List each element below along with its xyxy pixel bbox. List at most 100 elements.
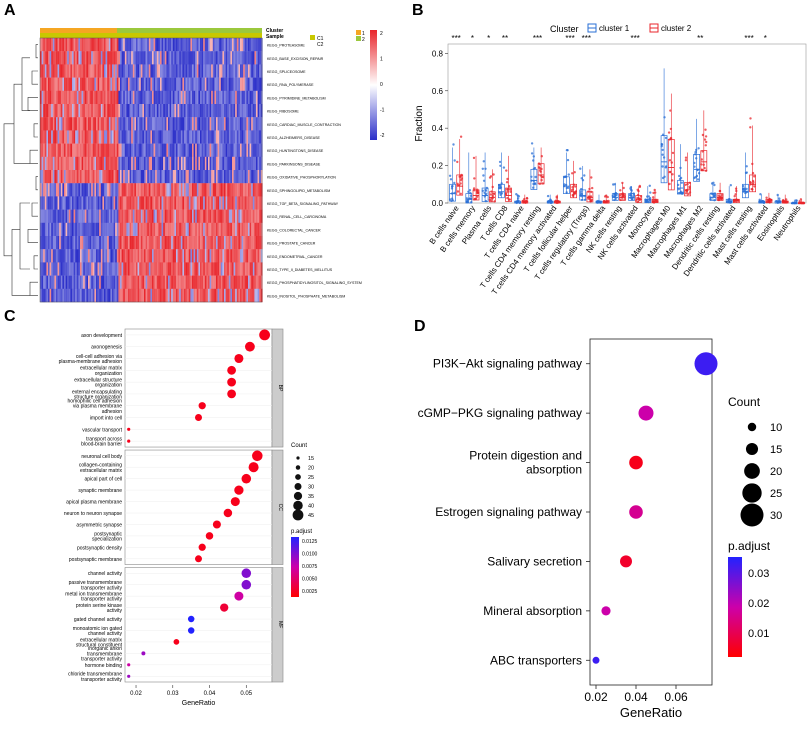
heatmap-cell bbox=[174, 183, 177, 197]
data-point bbox=[456, 160, 459, 164]
heatmap-cell bbox=[44, 288, 47, 303]
heatmap-cell bbox=[256, 38, 258, 52]
heatmap-cell bbox=[129, 222, 132, 237]
heatmap-cell bbox=[92, 51, 95, 65]
x-tick-label: 0.04 bbox=[624, 690, 648, 704]
heatmap-cell bbox=[54, 51, 57, 65]
heatmap-cell bbox=[104, 51, 106, 65]
heatmap-cell bbox=[236, 104, 239, 118]
heatmap-cell bbox=[222, 262, 225, 276]
heatmap-cell bbox=[161, 130, 164, 144]
data-point bbox=[540, 178, 543, 182]
heatmap-cell bbox=[100, 130, 103, 144]
heatmap-cell bbox=[99, 130, 101, 144]
heatmap-cell bbox=[187, 64, 189, 78]
heatmap-cell bbox=[185, 156, 188, 171]
heatmap-cell bbox=[156, 236, 159, 250]
heatmap-cell bbox=[225, 130, 228, 144]
heatmap-cell bbox=[160, 170, 162, 184]
data-point bbox=[687, 192, 690, 196]
heatmap-cell bbox=[252, 104, 255, 118]
heatmap-cell bbox=[137, 196, 140, 210]
y-tick-label: 0.0 bbox=[432, 199, 444, 208]
heatmap-cell bbox=[254, 262, 257, 276]
heatmap-cell bbox=[80, 104, 82, 118]
heatmap-cell bbox=[171, 104, 173, 118]
heatmap-cell bbox=[235, 117, 237, 131]
heatmap-cell bbox=[172, 209, 175, 223]
heatmap-cell bbox=[62, 64, 65, 78]
heatmap-cell bbox=[232, 262, 234, 276]
heatmap-cell bbox=[179, 209, 181, 223]
heatmap-cell bbox=[80, 262, 82, 276]
data-point bbox=[473, 197, 477, 201]
heatmap-cell bbox=[208, 288, 210, 303]
heatmap-cell bbox=[249, 64, 252, 78]
data-point bbox=[476, 189, 479, 193]
heatmap-cell bbox=[227, 38, 229, 52]
data-point bbox=[468, 189, 472, 192]
pathway-dot bbox=[601, 606, 611, 616]
heatmap-cell bbox=[108, 183, 111, 197]
heatmap-cell bbox=[56, 143, 58, 157]
heatmap-cell bbox=[219, 209, 221, 223]
heatmap-cell bbox=[73, 90, 76, 105]
heatmap-cell bbox=[134, 236, 137, 250]
heatmap-cell bbox=[243, 38, 245, 52]
heatmap-cell bbox=[136, 262, 138, 276]
heatmap-cell bbox=[192, 262, 194, 276]
data-point bbox=[688, 185, 691, 188]
heatmap-cell bbox=[246, 183, 249, 197]
heatmap-cell bbox=[230, 236, 233, 250]
heatmap-cell bbox=[113, 64, 116, 78]
heatmap-cell bbox=[230, 156, 233, 171]
heatmap-cell bbox=[120, 64, 122, 78]
heatmap-cell bbox=[83, 222, 85, 237]
heatmap-cell bbox=[128, 236, 130, 250]
heatmap-cell bbox=[113, 143, 116, 157]
heatmap-cell bbox=[203, 77, 205, 91]
heatmap-cell bbox=[40, 77, 42, 91]
heatmap-cell bbox=[76, 262, 79, 276]
heatmap-cell bbox=[124, 183, 127, 197]
data-point bbox=[733, 195, 736, 198]
heatmap-cell bbox=[249, 38, 252, 52]
box bbox=[693, 154, 700, 182]
data-point bbox=[570, 189, 573, 192]
heatmap-cell bbox=[248, 77, 250, 91]
heatmap-cell bbox=[46, 288, 49, 303]
heatmap-cell bbox=[88, 130, 90, 144]
heatmap-cell bbox=[188, 117, 191, 131]
heatmap-cell bbox=[166, 38, 169, 52]
y-tick-label: 0.2 bbox=[432, 162, 444, 171]
heatmap-cell bbox=[204, 104, 207, 118]
legend-label: cluster 1 bbox=[599, 24, 630, 33]
heatmap-cell bbox=[123, 38, 125, 52]
heatmap-cell bbox=[201, 130, 204, 144]
heatmap-cell bbox=[131, 275, 133, 289]
heatmap-cell bbox=[46, 183, 49, 197]
heatmap-cell bbox=[75, 117, 77, 131]
heatmap-cell bbox=[102, 170, 105, 184]
heatmap-cell bbox=[190, 183, 193, 197]
heatmap-cell bbox=[219, 51, 221, 65]
heatmap-cell bbox=[212, 130, 215, 144]
heatmap-cell bbox=[172, 77, 175, 91]
heatmap-cell bbox=[75, 262, 77, 276]
data-point bbox=[472, 187, 476, 190]
heatmap-cell bbox=[72, 143, 74, 157]
heatmap-cell bbox=[78, 117, 81, 131]
heatmap-cell bbox=[219, 275, 221, 289]
heatmap-cell bbox=[142, 183, 145, 197]
heatmap-cell bbox=[142, 64, 145, 78]
heatmap-cell bbox=[126, 156, 129, 171]
heatmap-panel: ClusterSampleKEGG_PROTEASOMEKEGG_BASE_EX… bbox=[3, 28, 385, 303]
heatmap-cell bbox=[70, 236, 73, 250]
cluster-legend-label: 1 bbox=[362, 31, 365, 37]
heatmap-cell bbox=[260, 249, 263, 263]
heatmap-cell bbox=[81, 288, 84, 303]
heatmap-cell bbox=[48, 196, 50, 210]
heatmap-cell bbox=[172, 117, 175, 131]
heatmap-cell bbox=[62, 249, 65, 263]
heatmap-cell bbox=[112, 236, 114, 250]
